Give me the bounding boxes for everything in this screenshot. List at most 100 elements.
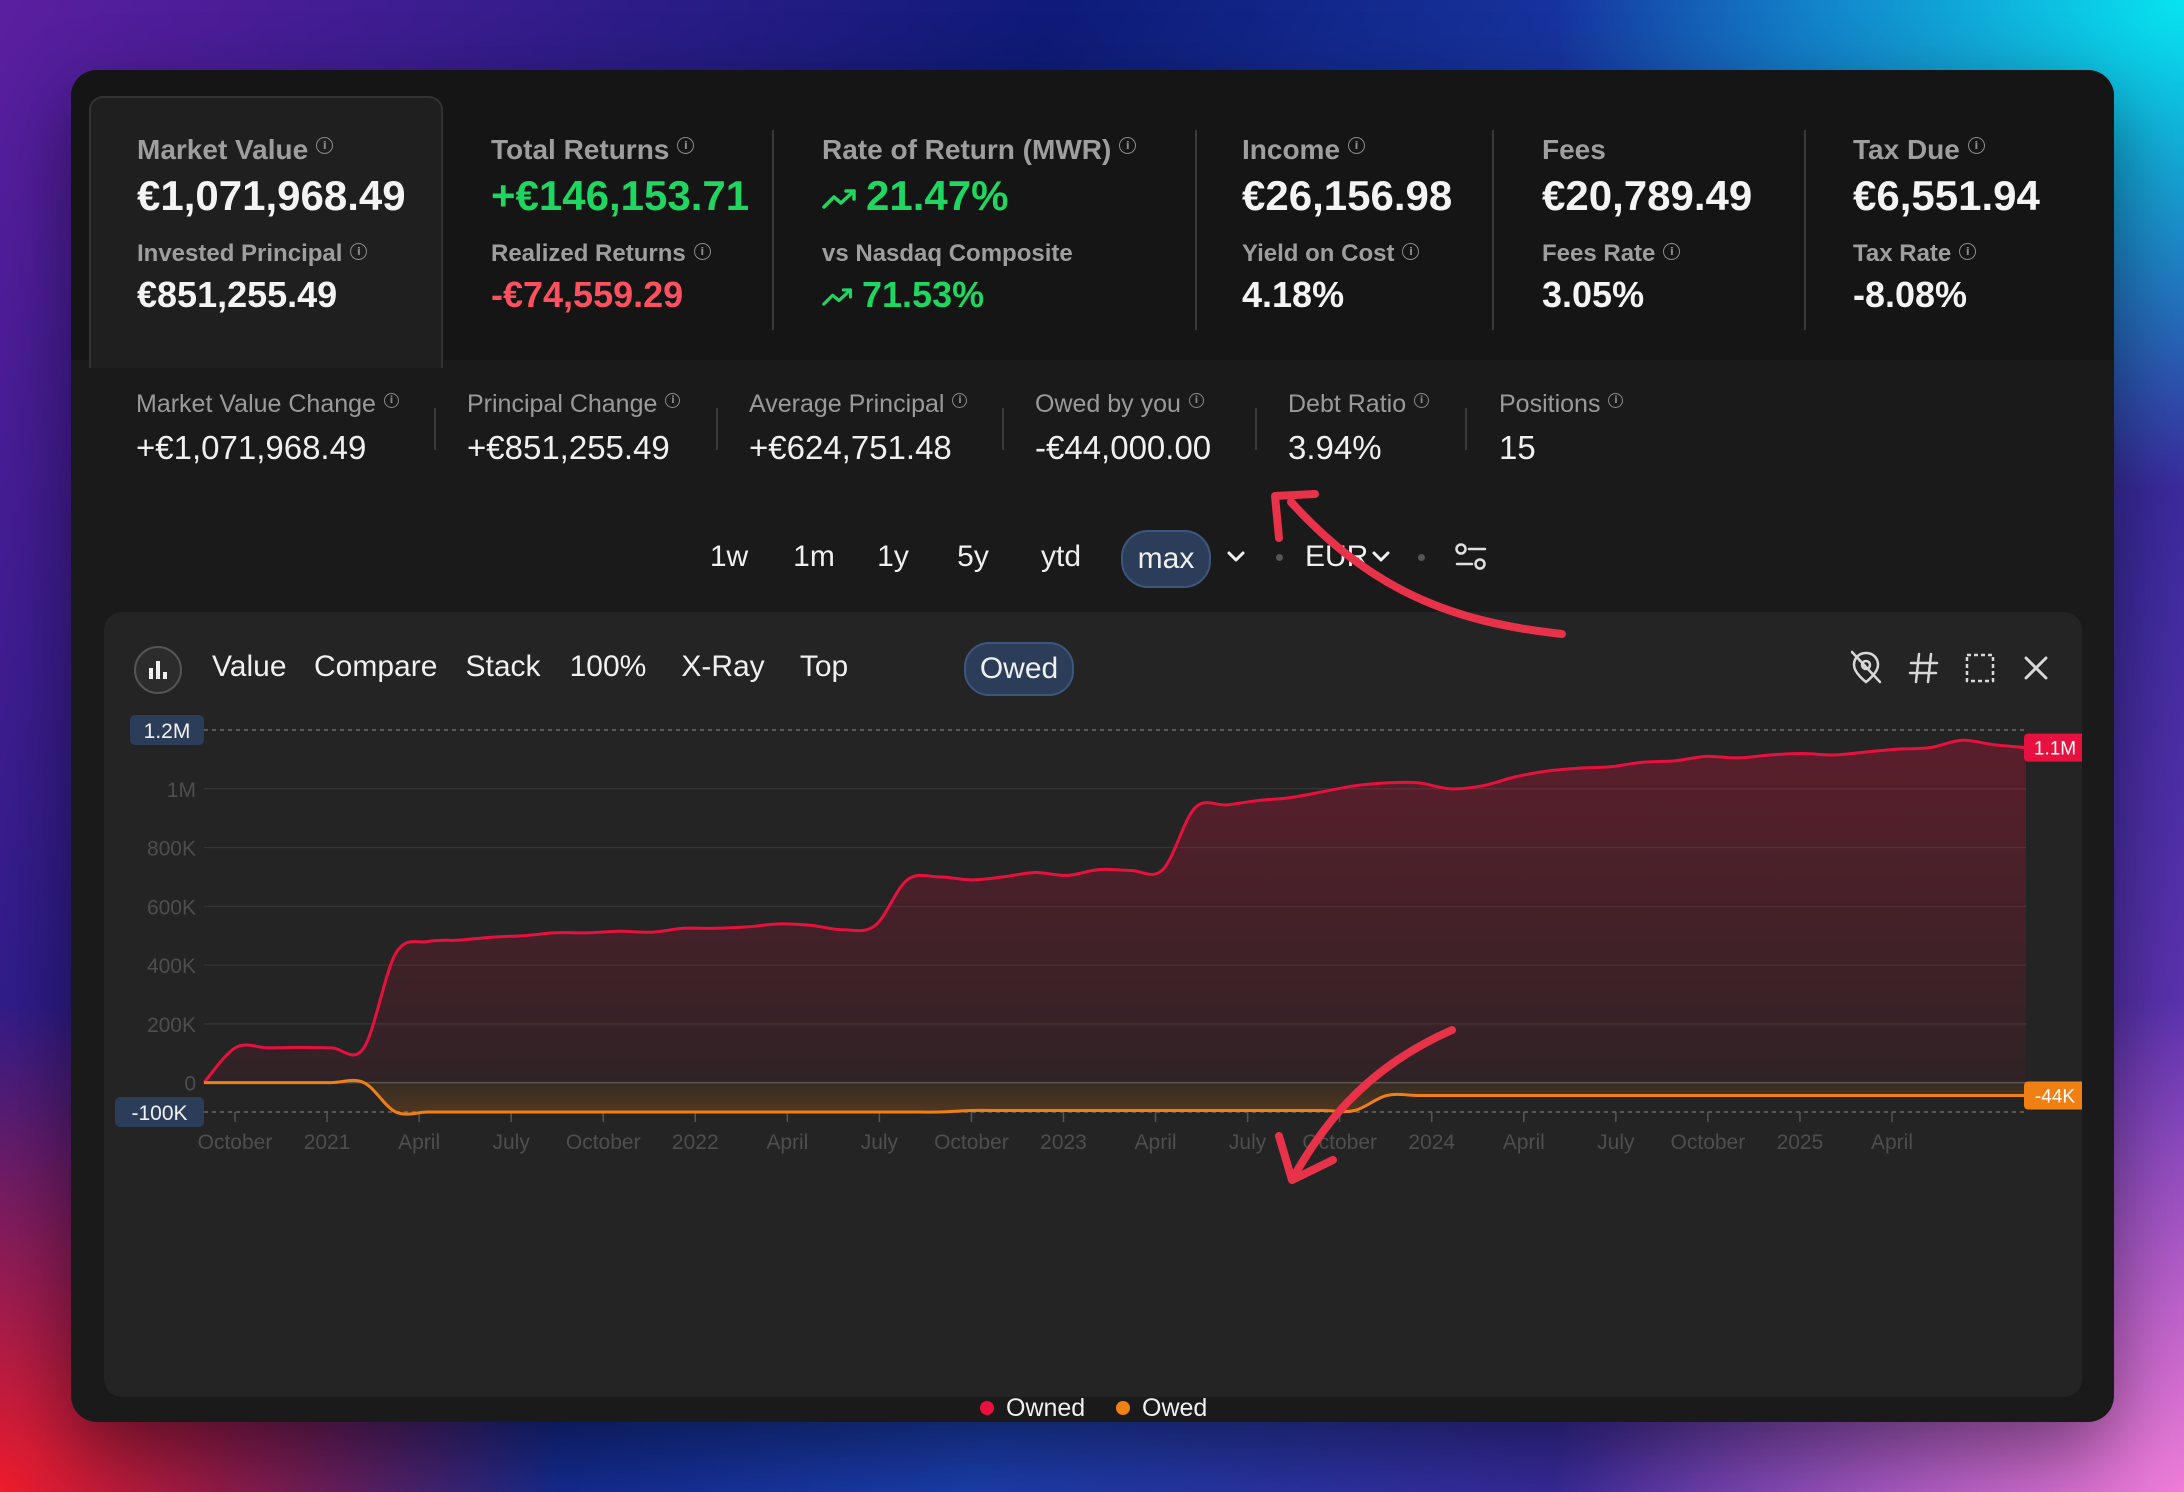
hash-icon[interactable]	[1904, 648, 1944, 688]
tab-stack[interactable]: Stack	[465, 650, 541, 683]
divider	[1465, 408, 1467, 450]
info-icon[interactable]: i	[383, 393, 399, 408]
stat-tax-due[interactable]: Tax Due i €6,551.94 Tax Rate i -8.08%	[1853, 134, 2040, 316]
owed-end-label: -44K	[2035, 1087, 2075, 1108]
owned-owed-chart[interactable]: 1.2M 1M 800K 600K 400K 200K 0 -100K October 2021 A…	[104, 612, 2082, 1372]
range-1w[interactable]: 1w	[709, 540, 749, 573]
range-5y[interactable]: 5y	[957, 540, 989, 573]
range-ytd[interactable]: ytd	[1040, 540, 1082, 573]
stat-rate-of-return[interactable]: Rate of Return (MWR) i 21.47% vs Nasdaq C…	[822, 134, 1137, 316]
stat-value: €1,071,968.49	[137, 172, 406, 219]
x-tick-label: October	[1671, 1131, 1746, 1154]
substat-principal-change[interactable]: Principal Change i +€851,255.49	[467, 390, 681, 467]
stat-fees[interactable]: Fees €20,789.49 Fees Rate i 3.05%	[1542, 134, 1752, 316]
x-tick-label: April	[398, 1131, 440, 1154]
stat-label: Fees	[1542, 134, 1606, 165]
tab-compare[interactable]: Compare	[314, 650, 438, 683]
divider	[716, 408, 718, 450]
close-icon[interactable]	[2016, 648, 2056, 688]
tab-x-ray[interactable]: X-Ray	[681, 650, 765, 683]
divider	[1195, 130, 1197, 330]
info-icon[interactable]: i	[677, 137, 695, 154]
substat-label: Debt Ratio	[1288, 390, 1407, 418]
stat-income[interactable]: Income i €26,156.98 Yield on Cost i 4.18%	[1242, 134, 1452, 316]
owned-end-label: 1.1M	[2034, 739, 2076, 760]
y-axis-badge	[115, 1097, 204, 1127]
stat-market-value[interactable]: Market Value i €1,071,968.49 Invested Pri…	[137, 134, 406, 316]
info-icon[interactable]: i	[693, 243, 711, 260]
y-tick-label: 800K	[147, 838, 196, 861]
stat-sublabel: Invested Principal	[137, 240, 343, 267]
info-icon[interactable]: i	[1119, 137, 1137, 154]
range-selector: 1w 1m 1y 5y ytd max EUR	[71, 530, 2114, 590]
x-tick-label: October	[198, 1131, 273, 1154]
substat-owed-by-you[interactable]: Owed by you i -€44,000.00	[1035, 390, 1211, 467]
x-tick-label: April	[1135, 1131, 1177, 1154]
stat-label: Income	[1242, 134, 1341, 165]
chart-panel: Value Compare Stack 100% X-Ray Top Owed …	[104, 612, 2082, 1422]
info-icon[interactable]: i	[952, 393, 968, 408]
stat-sublabel: vs Nasdaq Composite	[822, 240, 1073, 267]
info-icon[interactable]: i	[665, 393, 681, 408]
x-tick-label: 2024	[1408, 1131, 1455, 1154]
info-icon[interactable]: i	[316, 137, 334, 154]
trending-up-icon	[822, 189, 856, 209]
substat-average-principal[interactable]: Average Principal i +€624,751.48	[749, 390, 968, 467]
separator-dot	[1418, 554, 1425, 561]
range-1m[interactable]: 1m	[793, 540, 835, 573]
owned-end-badge	[2024, 733, 2082, 762]
info-icon[interactable]: i	[1608, 393, 1624, 408]
substat-market-value-change[interactable]: Market Value Change i +€1,071,968.49	[136, 390, 399, 467]
info-icon[interactable]: i	[1663, 243, 1681, 260]
info-icon[interactable]: i	[1959, 243, 1977, 260]
x-tick-label: July	[1597, 1131, 1635, 1154]
stat-sublabel: Yield on Cost	[1242, 240, 1395, 267]
range-max[interactable]: max	[1121, 530, 1211, 588]
x-tick-label: October	[1302, 1131, 1377, 1154]
dashed-select-icon[interactable]	[1960, 648, 2000, 688]
info-icon[interactable]: i	[1348, 137, 1366, 154]
info-icon[interactable]: i	[1414, 393, 1430, 408]
stat-total-returns[interactable]: Total Returns i +€146,153.71 Realized Ret…	[491, 134, 749, 316]
info-icon[interactable]: i	[1402, 243, 1420, 260]
substat-label: Average Principal	[749, 390, 945, 418]
owed-area	[204, 1080, 2026, 1115]
divider	[434, 408, 436, 450]
eye-off-icon[interactable]	[1846, 648, 1886, 688]
sliders-icon[interactable]	[1454, 542, 1488, 572]
bar-chart-icon	[149, 661, 167, 679]
chevron-down-icon[interactable]	[1371, 550, 1391, 564]
info-icon[interactable]: i	[350, 243, 368, 260]
stat-subvalue: -8.08%	[1853, 274, 1968, 315]
tab-owed[interactable]: Owed	[964, 642, 1074, 696]
tab-value[interactable]: Value	[212, 650, 287, 683]
stat-label: Rate of Return (MWR)	[822, 134, 1112, 165]
divider	[772, 130, 774, 330]
divider	[1255, 408, 1257, 450]
stat-value: +€146,153.71	[491, 172, 750, 219]
substat-value: +€624,751.48	[749, 429, 952, 466]
info-icon[interactable]: i	[1188, 393, 1204, 408]
substat-positions[interactable]: Positions i 15	[1499, 390, 1624, 467]
y-tick-label: -100K	[131, 1102, 187, 1125]
legend-owed[interactable]: Owed	[1116, 1394, 1207, 1422]
x-tick-label: 2022	[672, 1131, 719, 1154]
y-tick-label: 200K	[147, 1014, 196, 1037]
currency-label: EUR	[1305, 540, 1369, 573]
portfolio-card: Market Value i €1,071,968.49 Invested Pri…	[71, 70, 2114, 1422]
selected-stat-tab[interactable]	[89, 96, 443, 368]
legend-owned[interactable]: Owned	[980, 1394, 1085, 1422]
tab-top[interactable]: Top	[799, 650, 849, 683]
x-tick-label: October	[934, 1131, 1009, 1154]
substat-value: +€851,255.49	[467, 429, 670, 466]
range-1y[interactable]: 1y	[877, 540, 909, 573]
substat-label: Market Value Change	[136, 390, 376, 418]
chevron-down-icon[interactable]	[1226, 550, 1246, 564]
stat-subvalue: €851,255.49	[137, 274, 338, 315]
owned-line	[202, 738, 2027, 1084]
separator-dot	[1276, 554, 1283, 561]
info-icon[interactable]: i	[1967, 137, 1985, 154]
tab-100-percent[interactable]: 100%	[569, 650, 647, 683]
substat-debt-ratio[interactable]: Debt Ratio i 3.94%	[1288, 390, 1430, 467]
chart-mode-button[interactable]	[134, 646, 182, 694]
